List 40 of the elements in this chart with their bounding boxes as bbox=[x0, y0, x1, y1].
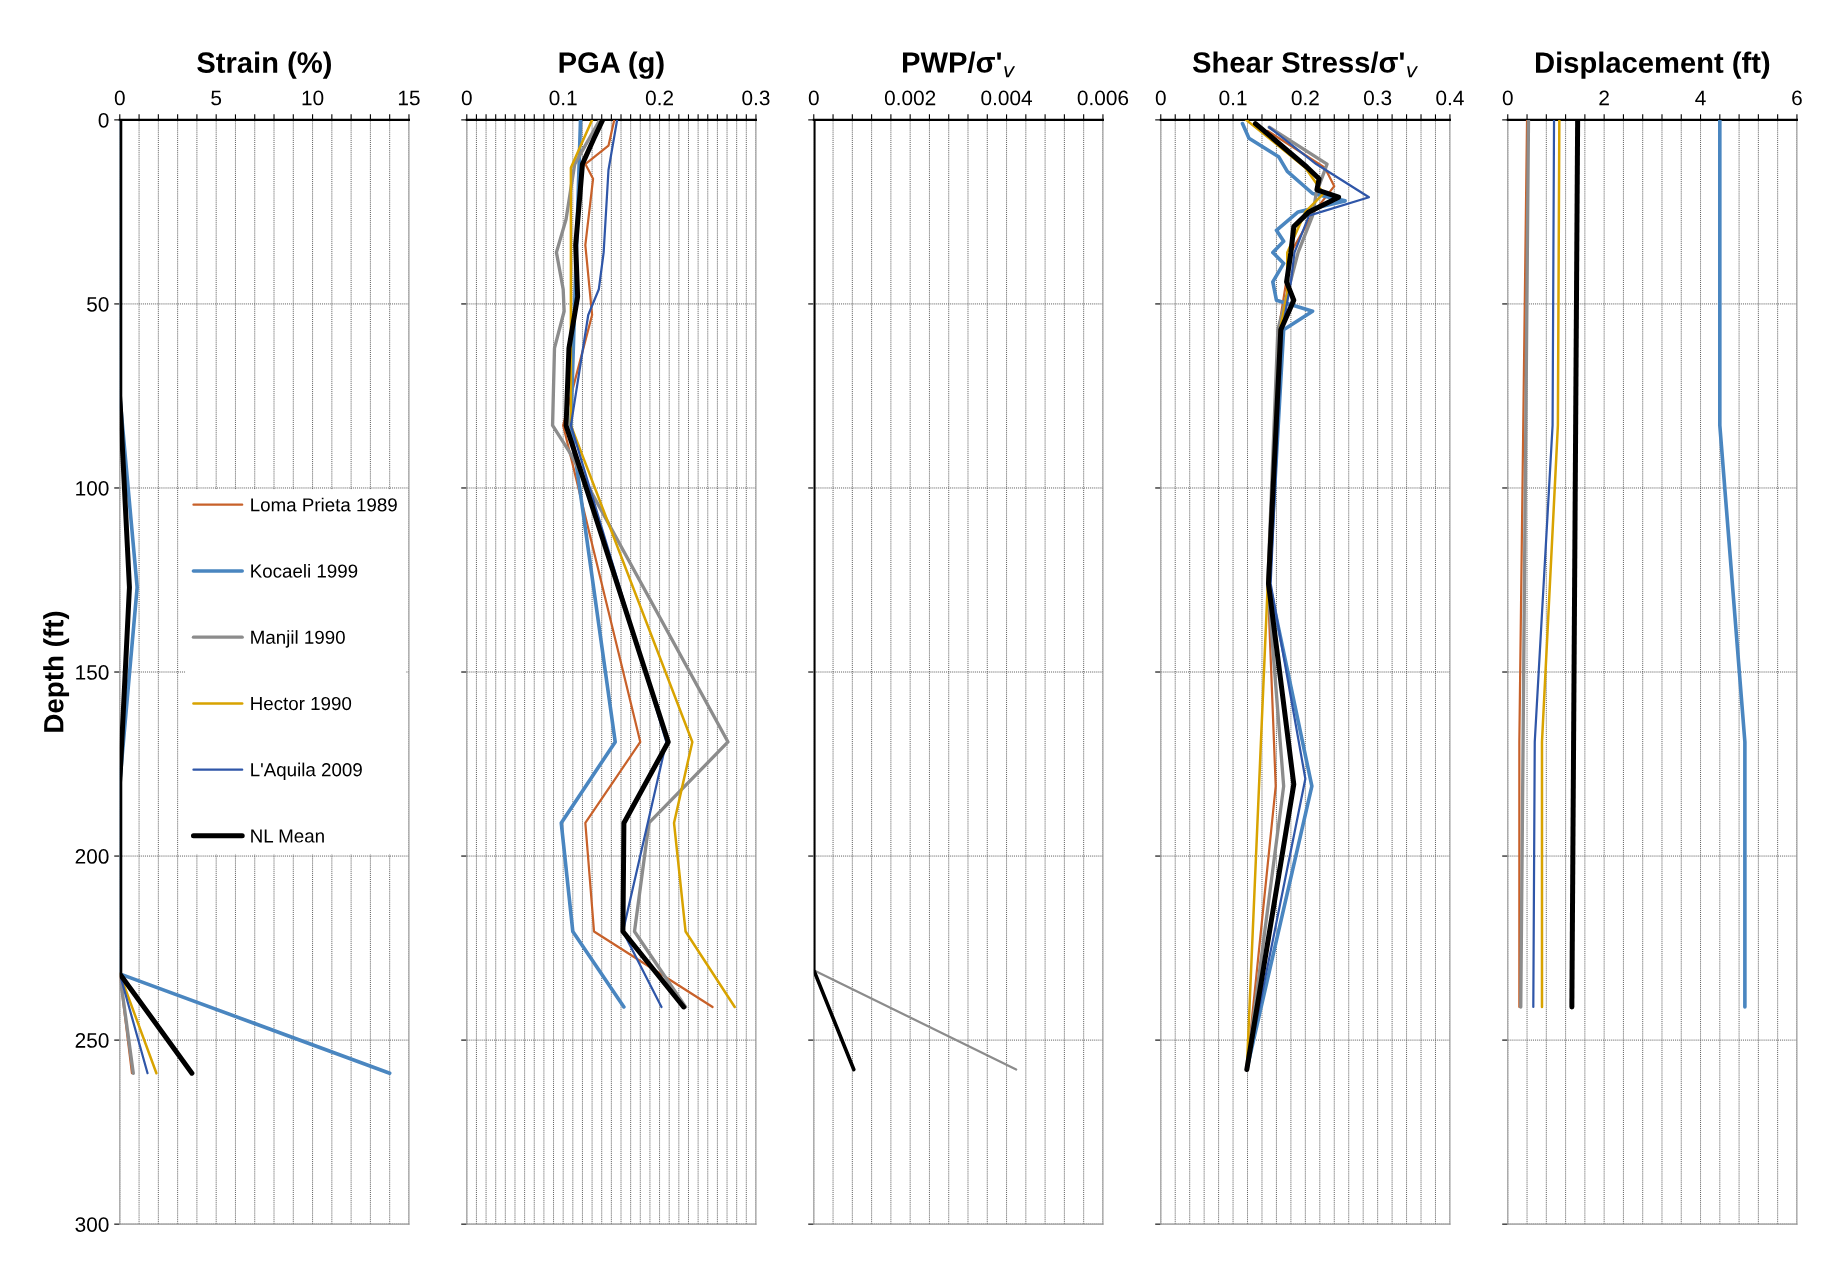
x-tick-label: 0.3 bbox=[742, 90, 770, 106]
x-tick-label: 0.3 bbox=[1363, 90, 1392, 106]
y-tick-label: 300 bbox=[75, 1217, 109, 1232]
x-tick-label: 0 bbox=[1155, 90, 1166, 106]
legend-label: L'Aquila 2009 bbox=[251, 762, 362, 781]
x-tick-label: 0.004 bbox=[981, 90, 1033, 106]
legend-label: Manjil 1990 bbox=[251, 630, 345, 648]
y-tick-label: 150 bbox=[76, 665, 109, 680]
x-tick-label: 0.1 bbox=[1219, 90, 1247, 106]
x-tick-label: 0.006 bbox=[1077, 90, 1129, 106]
x-tick-label: 15 bbox=[398, 90, 420, 106]
x-tick-label: 0.4 bbox=[1436, 90, 1464, 106]
chart-title: Displacement (ft) bbox=[1536, 51, 1770, 79]
chart-title: PGA (g) bbox=[559, 51, 664, 79]
y-tick-label: 100 bbox=[76, 480, 109, 496]
x-tick-label: 0 bbox=[808, 90, 819, 106]
x-tick-label: 0.2 bbox=[1291, 90, 1319, 106]
chart-title: Strain (%) bbox=[197, 51, 331, 79]
x-tick-label: 0 bbox=[114, 90, 125, 106]
x-tick-label: 0.002 bbox=[884, 90, 936, 106]
legend-label: NL Mean bbox=[251, 829, 324, 843]
x-tick-label: 0.2 bbox=[645, 90, 673, 106]
x-tick-label: 0.1 bbox=[549, 90, 577, 106]
y-tick-label: 250 bbox=[75, 1033, 109, 1048]
chart-title: PWP/σ'$_{v}$ bbox=[903, 51, 1016, 78]
x-tick-label: 0 bbox=[1502, 90, 1513, 106]
y-tick-label: 0 bbox=[98, 112, 109, 128]
legend-label: Loma Prieta 1989 bbox=[251, 497, 397, 512]
legend-label: Hector 1990 bbox=[251, 696, 352, 711]
x-tick-label: 0 bbox=[461, 90, 472, 106]
x-tick-label: 10 bbox=[302, 90, 324, 106]
x-tick-label: 2 bbox=[1599, 90, 1609, 106]
y-axis-title: Depth (ft) bbox=[43, 611, 70, 732]
x-tick-label: 6 bbox=[1792, 90, 1802, 106]
x-tick-label: 5 bbox=[211, 90, 222, 106]
y-tick-label: 50 bbox=[87, 296, 109, 312]
legend-label: Kocaeli 1999 bbox=[251, 563, 358, 578]
x-tick-label: 4 bbox=[1695, 90, 1706, 106]
chart-title: Shear Stress/σ'$_{v}$ bbox=[1192, 51, 1418, 78]
y-tick-label: 200 bbox=[75, 849, 109, 864]
